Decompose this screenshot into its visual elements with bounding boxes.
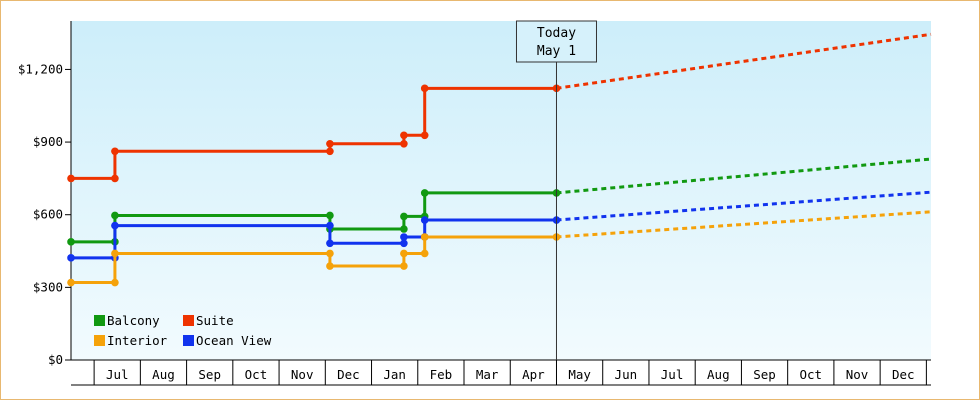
x-tick-label: Jul (661, 367, 684, 382)
y-tick-label: $0 (48, 352, 63, 367)
x-tick-label: Nov (846, 367, 869, 382)
data-point (400, 131, 408, 140)
data-point (400, 249, 408, 258)
legend: Balcony Suite Interior Ocean View (94, 313, 272, 348)
y-tick-label: $900 (33, 134, 63, 149)
x-tick-label: Apr (522, 367, 545, 382)
data-point (420, 131, 429, 140)
x-tick-label: Feb (430, 367, 453, 382)
data-point (67, 238, 75, 246)
x-axis: Jul Aug Sep Oct Nov Dec Jan Feb Mar Apr May Jun Jul A… (71, 359, 931, 386)
x-tick-label: Dec (337, 367, 360, 382)
data-point (400, 139, 408, 148)
x-tick-label: Jan (383, 367, 406, 382)
series-suite (67, 32, 932, 183)
x-tick-label: Jun (615, 367, 638, 382)
data-point (420, 233, 429, 241)
today-marker: Today May 1 (515, 20, 597, 360)
data-point (326, 147, 334, 156)
data-point (400, 212, 408, 221)
data-point (111, 278, 119, 287)
legend-swatch-interior (94, 335, 105, 346)
data-point (326, 249, 334, 258)
data-point (400, 233, 408, 241)
today-date: May 1 (537, 44, 576, 59)
legend-swatch-balcony (94, 315, 105, 326)
data-point (111, 211, 119, 220)
x-tick-label: Mar (476, 367, 499, 382)
data-point (67, 174, 75, 183)
data-point (326, 239, 334, 248)
data-point (111, 174, 119, 183)
x-tick-label: Sep (198, 367, 221, 382)
series-interior (67, 210, 932, 287)
y-axis: $0 $300 $600 $900 $1,200 (18, 21, 72, 367)
data-point (400, 225, 408, 233)
series-line-ocean-view (71, 218, 557, 260)
x-tick-label: Oct (799, 367, 822, 382)
today-label: Today (537, 26, 576, 41)
data-point (400, 239, 408, 248)
data-point (420, 84, 429, 93)
legend-swatch-suite (183, 315, 194, 326)
data-point (111, 221, 119, 230)
x-tick-label: Oct (245, 367, 268, 382)
data-point (111, 147, 119, 156)
data-point (420, 249, 429, 258)
plot-background (71, 21, 931, 360)
y-tick-label: $300 (33, 279, 63, 294)
data-point (326, 221, 334, 230)
data-point (326, 262, 334, 270)
today-box (515, 20, 597, 63)
data-point (400, 262, 408, 270)
y-tick-label: $600 (33, 207, 63, 222)
y-tick-label: $1,200 (18, 61, 63, 76)
series-line-suite (71, 86, 557, 180)
x-tick-label: Aug (152, 367, 175, 382)
legend-label-suite: Suite (196, 313, 234, 328)
x-tick-label: May (568, 367, 591, 382)
legend-label-interior: Interior (107, 333, 168, 348)
series-layer (67, 32, 932, 287)
data-point (420, 189, 429, 197)
forecast-line-suite (556, 32, 932, 90)
x-tick-label: Dec (892, 367, 915, 382)
x-tick-label: Nov (291, 367, 314, 382)
x-tick-label: Sep (753, 367, 776, 382)
legend-swatch-ocean-view (183, 335, 194, 346)
legend-label-balcony: Balcony (107, 313, 160, 328)
series-line-interior (71, 235, 557, 285)
data-point (326, 211, 334, 220)
data-point (111, 249, 119, 258)
legend-label-ocean-view: Ocean View (196, 333, 272, 348)
data-point (67, 254, 75, 262)
x-tick-label: Aug (707, 367, 730, 382)
data-point (420, 216, 429, 224)
x-tick-label: Jul (106, 367, 129, 382)
data-point (67, 278, 75, 287)
data-point (326, 139, 334, 148)
